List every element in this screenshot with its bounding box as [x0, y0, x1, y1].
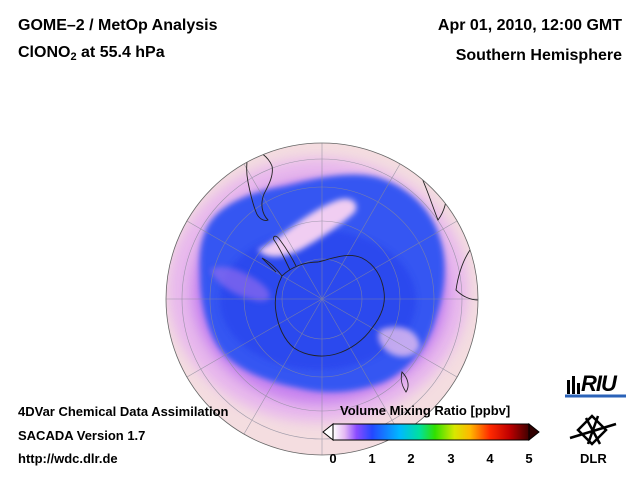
footer-line-1: 4DVar Chemical Data Assimilation: [18, 404, 229, 419]
colorbar-title: Volume Mixing Ratio [ppbv]: [340, 403, 511, 418]
globe-rim: [165, 142, 479, 456]
datetime-label: Apr 01, 2010, 12:00 GMT: [437, 17, 622, 34]
hemisphere-label: Southern Hemisphere: [455, 47, 622, 64]
footer-line-2: SACADA Version 1.7: [18, 428, 146, 443]
violet-filament: [210, 266, 270, 302]
title-line-1: GOME–2 / MetOp Analysis: [18, 17, 218, 34]
colorbar-tick: 0: [329, 451, 337, 466]
colorbar-high-arrow: [528, 422, 540, 442]
australia-outline: [455, 249, 478, 301]
colorbar-tick: 3: [447, 451, 455, 466]
antarctic-peninsula: [273, 235, 297, 271]
colorbar-tick: 2: [407, 451, 415, 466]
species-subscript: 2: [70, 51, 77, 63]
globe-content: [166, 143, 478, 455]
species-title: ClONO2 at 55.4 hPa: [18, 44, 165, 63]
dlr-logo-text: DLR: [580, 451, 607, 466]
footer-url[interactable]: http://wdc.dlr.de: [18, 451, 118, 466]
pink-filament-1: [258, 198, 357, 257]
riu-logo-text: RIU: [581, 371, 617, 396]
colorbar-tick: 1: [368, 451, 376, 466]
new-zealand-outline: [400, 371, 409, 393]
colorbar-tick: 5: [525, 451, 533, 466]
graticule: [166, 143, 478, 455]
colorbar: [322, 422, 540, 442]
colorbar-tick: 4: [486, 451, 494, 466]
dlr-logo: [569, 414, 617, 446]
antarctica-outline: [261, 255, 385, 357]
riu-logo: [565, 376, 626, 398]
south-america-outline: [246, 147, 273, 221]
species-suffix: at 55.4 hPa: [76, 44, 165, 61]
species-prefix: ClONO: [18, 44, 71, 61]
colorbar-gradient: [332, 423, 530, 441]
